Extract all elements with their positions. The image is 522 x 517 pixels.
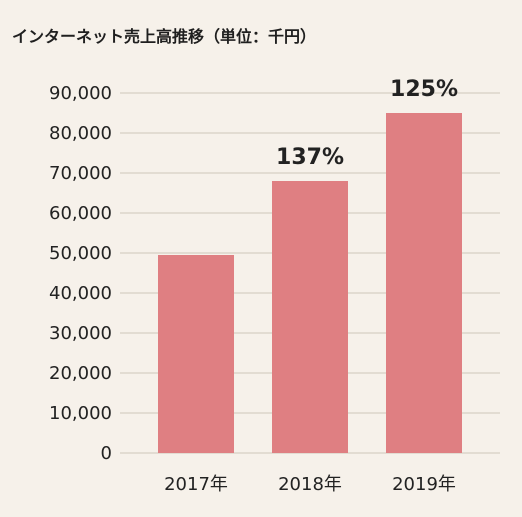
x-category-label: 2018年	[278, 474, 342, 495]
bar-2018年	[272, 181, 348, 453]
y-tick-label: 30,000	[49, 323, 112, 344]
growth-rate-label: 137%	[276, 145, 344, 170]
bar-2017年	[158, 255, 234, 453]
labels-layer: 137% 125%	[276, 77, 458, 170]
y-tick-label: 0	[101, 443, 112, 464]
y-tick-label: 40,000	[49, 283, 112, 304]
y-tick-label: 70,000	[49, 163, 112, 184]
y-tick-label: 50,000	[49, 243, 112, 264]
chart-title: インターネット売上高推移（単位：千円）	[12, 27, 316, 46]
y-tick-label: 90,000	[49, 83, 112, 104]
y-axis-layer: 0 10,000 20,000 30,000 40,000 50,000 60,000 70,…	[49, 83, 112, 464]
x-category-label: 2017年	[164, 474, 228, 495]
y-tick-label: 80,000	[49, 123, 112, 144]
y-tick-label: 60,000	[49, 203, 112, 224]
bar-2019年	[386, 113, 462, 453]
y-tick-label: 20,000	[49, 363, 112, 384]
x-axis-layer: 2017年 2018年 2019年	[164, 474, 456, 495]
growth-rate-label: 125%	[390, 77, 458, 102]
y-tick-label: 10,000	[49, 403, 112, 424]
bars-layer	[158, 113, 462, 453]
x-category-label: 2019年	[392, 474, 456, 495]
